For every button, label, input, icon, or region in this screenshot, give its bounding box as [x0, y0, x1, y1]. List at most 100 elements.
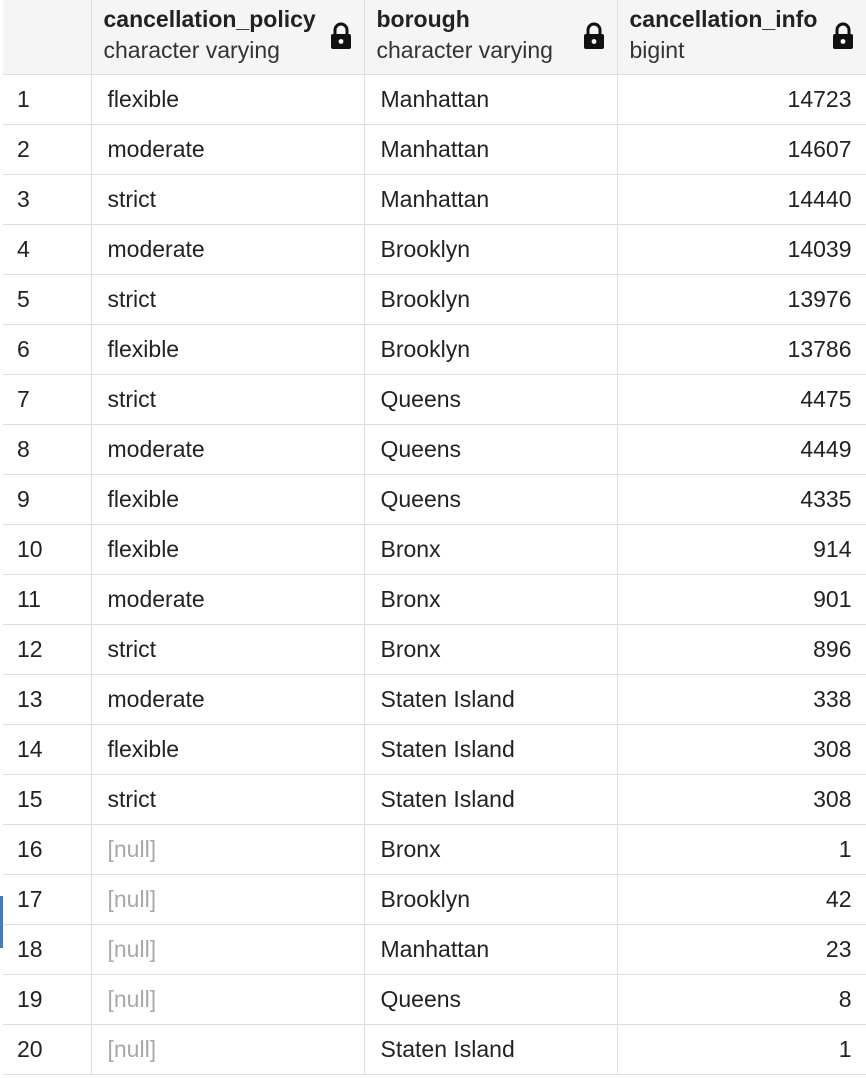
borough-cell[interactable]: Brooklyn [363, 224, 618, 275]
cancellation-policy-cell[interactable]: strict [90, 624, 365, 675]
table-row[interactable]: 20 [null] Staten Island 1 [3, 1024, 866, 1075]
row-number-header[interactable] [3, 0, 92, 75]
cancellation-policy-cell[interactable]: [null] [90, 1024, 365, 1075]
cancellation-policy-cell[interactable]: moderate [90, 224, 365, 275]
borough-cell[interactable]: Bronx [363, 824, 618, 875]
table-row[interactable]: 11 moderate Bronx 901 [3, 574, 866, 625]
column-header-borough[interactable]: borough character varying [363, 0, 618, 75]
row-number-cell[interactable]: 16 [3, 824, 92, 875]
cancellation-info-cell[interactable]: 896 [616, 624, 866, 675]
cancellation-info-cell[interactable]: 42 [616, 874, 866, 925]
borough-cell[interactable]: Brooklyn [363, 274, 618, 325]
table-row[interactable]: 14 flexible Staten Island 308 [3, 724, 866, 775]
row-number-cell[interactable]: 5 [3, 274, 92, 325]
cancellation-info-cell[interactable]: 14440 [616, 174, 866, 225]
table-row[interactable]: 2 moderate Manhattan 14607 [3, 124, 866, 175]
borough-cell[interactable]: Brooklyn [363, 874, 618, 925]
table-row[interactable]: 4 moderate Brooklyn 14039 [3, 224, 866, 275]
row-number-cell[interactable]: 1 [3, 74, 92, 125]
cancellation-info-cell[interactable]: 13786 [616, 324, 866, 375]
table-row[interactable]: 16 [null] Bronx 1 [3, 824, 866, 875]
cancellation-info-cell[interactable]: 1 [616, 1024, 866, 1075]
row-number-cell[interactable]: 18 [3, 924, 92, 975]
cancellation-info-cell[interactable]: 338 [616, 674, 866, 725]
table-row[interactable]: 17 [null] Brooklyn 42 [3, 874, 866, 925]
row-number-cell[interactable]: 11 [3, 574, 92, 625]
cancellation-info-cell[interactable]: 308 [616, 774, 866, 825]
cancellation-info-cell[interactable]: 14723 [616, 74, 866, 125]
table-row[interactable]: 12 strict Bronx 896 [3, 624, 866, 675]
borough-cell[interactable]: Bronx [363, 524, 618, 575]
borough-cell[interactable]: Manhattan [363, 174, 618, 225]
row-number-cell[interactable]: 3 [3, 174, 92, 225]
row-number-cell[interactable]: 9 [3, 474, 92, 525]
column-header-cancellation-info[interactable]: cancellation_info bigint [616, 0, 866, 75]
cancellation-policy-cell[interactable]: flexible [90, 724, 365, 775]
cancellation-policy-cell[interactable]: flexible [90, 324, 365, 375]
borough-cell[interactable]: Staten Island [363, 1024, 618, 1075]
row-number-cell[interactable]: 6 [3, 324, 92, 375]
cancellation-policy-cell[interactable]: [null] [90, 924, 365, 975]
cancellation-policy-cell[interactable]: moderate [90, 574, 365, 625]
borough-cell[interactable]: Manhattan [363, 74, 618, 125]
row-number-cell[interactable]: 8 [3, 424, 92, 475]
row-number-cell[interactable]: 7 [3, 374, 92, 425]
cancellation-info-cell[interactable]: 4475 [616, 374, 866, 425]
borough-cell[interactable]: Staten Island [363, 674, 618, 725]
borough-cell[interactable]: Staten Island [363, 774, 618, 825]
cancellation-policy-cell[interactable]: moderate [90, 124, 365, 175]
row-number-cell[interactable]: 12 [3, 624, 92, 675]
column-header-cancellation-policy[interactable]: cancellation_policy character varying [90, 0, 365, 75]
borough-cell[interactable]: Queens [363, 474, 618, 525]
cancellation-info-cell[interactable]: 8 [616, 974, 866, 1025]
table-row[interactable]: 5 strict Brooklyn 13976 [3, 274, 866, 325]
cancellation-info-cell[interactable]: 14039 [616, 224, 866, 275]
cancellation-info-cell[interactable]: 1 [616, 824, 866, 875]
cancellation-policy-cell[interactable]: strict [90, 774, 365, 825]
table-row[interactable]: 13 moderate Staten Island 338 [3, 674, 866, 725]
cancellation-info-cell[interactable]: 14607 [616, 124, 866, 175]
cancellation-policy-cell[interactable]: moderate [90, 674, 365, 725]
borough-cell[interactable]: Bronx [363, 624, 618, 675]
borough-cell[interactable]: Queens [363, 974, 618, 1025]
table-row[interactable]: 1 flexible Manhattan 14723 [3, 74, 866, 125]
cancellation-info-cell[interactable]: 23 [616, 924, 866, 975]
cancellation-policy-cell[interactable]: [null] [90, 824, 365, 875]
row-number-cell[interactable]: 2 [3, 124, 92, 175]
row-number-cell[interactable]: 19 [3, 974, 92, 1025]
cancellation-info-cell[interactable]: 901 [616, 574, 866, 625]
cancellation-info-cell[interactable]: 914 [616, 524, 866, 575]
cancellation-policy-cell[interactable]: flexible [90, 474, 365, 525]
cancellation-policy-cell[interactable]: strict [90, 374, 365, 425]
cancellation-info-cell[interactable]: 4335 [616, 474, 866, 525]
row-number-cell[interactable]: 13 [3, 674, 92, 725]
cancellation-policy-cell[interactable]: strict [90, 174, 365, 225]
table-row[interactable]: 6 flexible Brooklyn 13786 [3, 324, 866, 375]
table-row[interactable]: 10 flexible Bronx 914 [3, 524, 866, 575]
cancellation-info-cell[interactable]: 4449 [616, 424, 866, 475]
cancellation-policy-cell[interactable]: [null] [90, 974, 365, 1025]
table-row[interactable]: 18 [null] Manhattan 23 [3, 924, 866, 975]
cancellation-policy-cell[interactable]: flexible [90, 74, 365, 125]
cancellation-policy-cell[interactable]: moderate [90, 424, 365, 475]
cancellation-policy-cell[interactable]: [null] [90, 874, 365, 925]
row-number-cell[interactable]: 4 [3, 224, 92, 275]
borough-cell[interactable]: Bronx [363, 574, 618, 625]
row-number-cell[interactable]: 14 [3, 724, 92, 775]
borough-cell[interactable]: Manhattan [363, 124, 618, 175]
table-row[interactable]: 15 strict Staten Island 308 [3, 774, 866, 825]
borough-cell[interactable]: Queens [363, 424, 618, 475]
borough-cell[interactable]: Queens [363, 374, 618, 425]
cancellation-info-cell[interactable]: 13976 [616, 274, 866, 325]
table-row[interactable]: 19 [null] Queens 8 [3, 974, 866, 1025]
cancellation-info-cell[interactable]: 308 [616, 724, 866, 775]
borough-cell[interactable]: Manhattan [363, 924, 618, 975]
table-row[interactable]: 9 flexible Queens 4335 [3, 474, 866, 525]
row-number-cell[interactable]: 10 [3, 524, 92, 575]
row-number-cell[interactable]: 17 [3, 874, 92, 925]
cancellation-policy-cell[interactable]: strict [90, 274, 365, 325]
table-row[interactable]: 8 moderate Queens 4449 [3, 424, 866, 475]
row-number-cell[interactable]: 15 [3, 774, 92, 825]
cancellation-policy-cell[interactable]: flexible [90, 524, 365, 575]
borough-cell[interactable]: Brooklyn [363, 324, 618, 375]
